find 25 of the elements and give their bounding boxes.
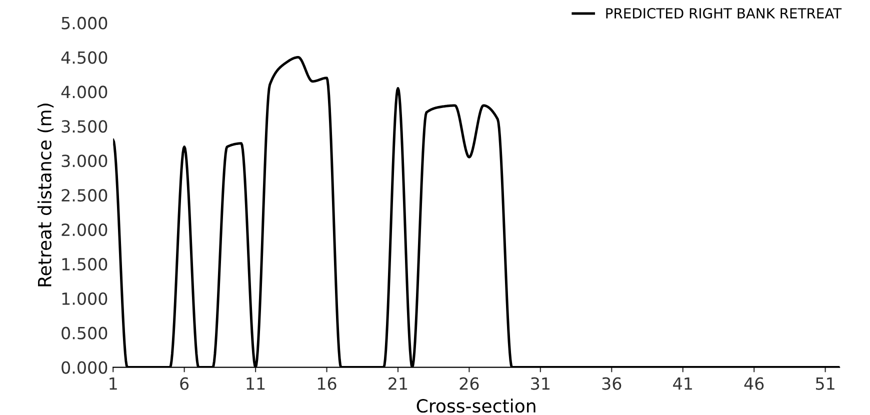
y-axis-title: Retreat distance (m) (37, 104, 54, 286)
x-tick-label: 16 (318, 377, 336, 390)
x-tick-label: 46 (744, 377, 764, 390)
y-tick-label: 0.500 (62, 326, 108, 340)
x-tick-label: 26 (460, 377, 479, 390)
x-tick-label: 41 (673, 378, 692, 390)
y-tick-label: 4.500 (61, 51, 108, 64)
x-tick-label: 1 (110, 378, 117, 390)
x-tick-label: 31 (531, 377, 550, 390)
y-tick-label: 2.500 (62, 189, 108, 202)
y-tick-label: 1.500 (62, 258, 108, 271)
y-tick-label: 3.500 (62, 120, 108, 133)
legend-label: PREDICTED RIGHT BANK RETREAT (606, 8, 842, 19)
x-tick-label: 11 (246, 378, 265, 390)
x-axis-title: Cross-section (416, 398, 536, 413)
y-tick-label: 2.000 (62, 223, 108, 236)
y-tick-label: 0.000 (62, 361, 108, 374)
x-tick-label: 51 (816, 378, 834, 390)
y-tick-label: 4.000 (61, 86, 108, 98)
x-tick-label: 6 (180, 377, 189, 390)
x-tick-label: 21 (388, 377, 408, 390)
y-tick-label: 3.000 (62, 154, 108, 168)
y-tick-label: 1.000 (62, 292, 108, 305)
x-tick-label: 36 (602, 377, 622, 390)
y-tick-label: 5.000 (62, 16, 108, 30)
